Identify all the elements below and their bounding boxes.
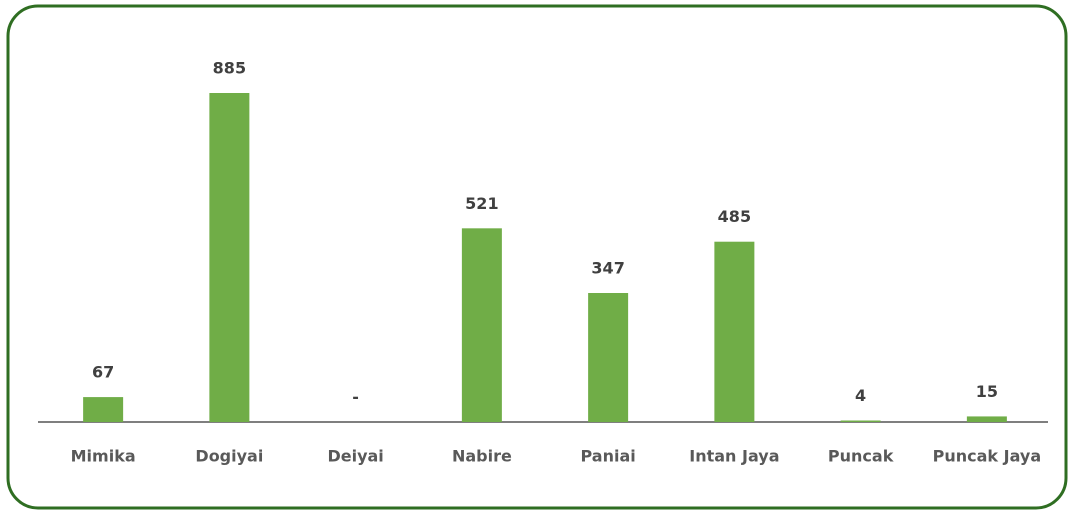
- data-label: 885: [213, 59, 246, 78]
- bar: [966, 416, 1007, 422]
- data-label: 67: [92, 363, 114, 382]
- data-label: -: [352, 388, 359, 407]
- data-label: 347: [591, 259, 624, 278]
- data-label: 15: [976, 382, 998, 401]
- x-tick-label: Paniai: [581, 447, 636, 466]
- bar: [209, 93, 250, 422]
- frame: [6, 4, 1068, 510]
- data-label: 4: [855, 386, 866, 405]
- x-tick-label: Nabire: [452, 447, 512, 466]
- x-tick-label: Deiyai: [327, 447, 383, 466]
- bar: [588, 293, 629, 422]
- bar: [83, 397, 124, 422]
- x-tick-label: Dogiyai: [195, 447, 263, 466]
- x-tick-label: Puncak Jaya: [933, 447, 1041, 466]
- x-tick-label: Intan Jaya: [689, 447, 779, 466]
- bar: [840, 420, 881, 422]
- data-label: 521: [465, 194, 498, 213]
- bar: [714, 241, 755, 422]
- x-tick-label: Mimika: [71, 447, 136, 466]
- data-label: 485: [718, 207, 751, 226]
- bar: [461, 228, 502, 422]
- x-tick-label: Puncak: [828, 447, 894, 466]
